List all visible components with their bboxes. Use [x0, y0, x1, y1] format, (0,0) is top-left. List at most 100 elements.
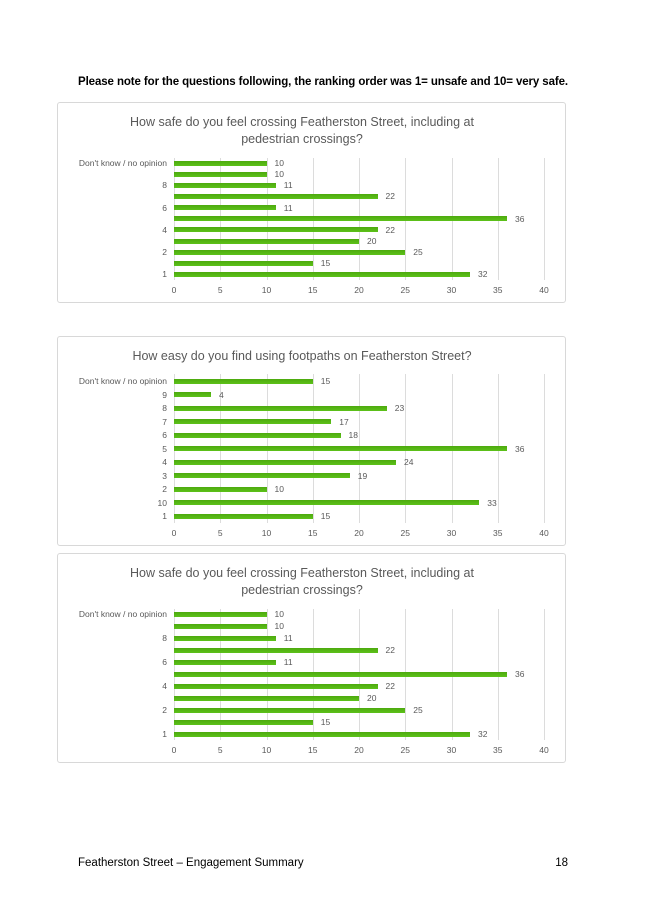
bar-row: 11	[174, 656, 544, 668]
bar	[174, 635, 276, 641]
x-tick-label: 25	[400, 745, 410, 755]
x-tick-label: 35	[493, 528, 503, 538]
bar-rows: 10 10 11 22 11 36 22 20 25 15 32	[174, 609, 544, 741]
x-tick-label: 25	[400, 528, 410, 538]
bar	[174, 473, 350, 479]
bar-rows: 15 4 23 17 18 36 24 19 10 33 15	[174, 374, 544, 523]
gridline	[544, 608, 545, 740]
x-axis: 0 5 10 15 20 25 30 35 40	[172, 740, 549, 758]
category-label	[58, 668, 174, 680]
bar-row: 19	[174, 469, 544, 483]
x-tick-label: 30	[446, 745, 457, 755]
category-axis: Don't know / no opinion 8 6 4 2 1	[58, 609, 174, 741]
bar	[174, 513, 313, 519]
plot-wrap: Don't know / no opinion 8 6 4 2 1 10 10 11 22 11 3…	[58, 157, 546, 281]
data-label: 10	[274, 621, 284, 632]
bar	[174, 378, 313, 384]
bar	[174, 647, 378, 653]
x-tick-label: 40	[539, 528, 549, 538]
plot-area: 10 10 11 22 11 36 22 20 25 15 32	[174, 608, 545, 741]
category-axis: Don't know / no opinion 8 6 4 2 1	[58, 158, 174, 281]
category-label: Don't know / no opinion	[78, 609, 167, 620]
bar-row: 10	[174, 482, 544, 496]
bar	[174, 205, 276, 211]
bar-chart-crossing-safety-2: How safe do you feel crossing Feathersto…	[57, 553, 566, 763]
bar	[174, 171, 267, 177]
category-label	[58, 620, 174, 632]
category-label: 8	[162, 180, 167, 191]
bar-row: 32	[174, 269, 544, 280]
bar-row: 10	[174, 169, 544, 180]
chart-title: How easy do you find using footpaths on …	[132, 349, 472, 363]
category-axis: Don't know / no opinion 9 8 7 6 5 4 3 2 10 1	[58, 374, 174, 523]
bar-row: 18	[174, 428, 544, 442]
data-label: 10	[274, 169, 284, 180]
x-tick-label: 5	[217, 745, 223, 755]
bar	[174, 731, 470, 737]
data-label: 36	[515, 443, 525, 454]
bar	[174, 271, 470, 277]
x-tick-label: 30	[446, 528, 457, 538]
data-label: 20	[367, 236, 377, 247]
bar	[174, 671, 507, 677]
bar	[174, 459, 396, 465]
x-tick-label: 20	[354, 285, 364, 295]
category-label	[58, 716, 174, 728]
category-label: 9	[162, 389, 167, 400]
chart-title: How safe do you feel crossing Feathersto…	[130, 566, 474, 598]
bar-row: 10	[174, 620, 544, 632]
data-label: 20	[367, 693, 377, 704]
bar	[174, 446, 507, 452]
data-label: 18	[348, 430, 358, 441]
bar	[174, 659, 276, 665]
category-label: 2	[162, 247, 167, 258]
bar	[174, 419, 332, 425]
data-label: 19	[357, 470, 368, 481]
bar-row: 22	[174, 680, 544, 692]
plot-area: 10 10 11 22 11 36 22 20 25 15 32	[174, 157, 545, 281]
bar-row: 36	[174, 442, 544, 456]
category-label: 6	[162, 430, 167, 441]
x-tick-label: 5	[217, 285, 223, 295]
bar-row: 20	[174, 235, 544, 246]
x-tick-label: 30	[446, 285, 457, 295]
bar	[174, 707, 406, 713]
data-label: 11	[283, 633, 293, 644]
bar	[174, 500, 480, 506]
bar-row: 11	[174, 632, 544, 644]
chart-title: How safe do you feel crossing Feathersto…	[130, 115, 474, 147]
x-axis: 0 5 10 15 20 25 30 35 40	[171, 523, 549, 541]
data-label: 25	[413, 705, 423, 716]
x-tick-label: 25	[400, 285, 410, 295]
category-label: 5	[162, 443, 167, 454]
bar-rows: 10 10 11 22 11 36 22 20 25 15 32	[174, 158, 544, 281]
category-label: 10	[157, 497, 167, 508]
x-tick-label: 0	[171, 528, 177, 538]
category-label: 4	[162, 224, 167, 235]
x-tick-label: 15	[308, 528, 318, 538]
data-label: 32	[478, 269, 488, 280]
x-tick-label: 20	[354, 745, 364, 755]
bar	[174, 238, 359, 244]
data-label: 10	[274, 609, 284, 620]
x-tick-label: 15	[308, 745, 318, 755]
category-label	[58, 235, 174, 246]
x-tick-label: 35	[493, 745, 503, 755]
data-label: 22	[385, 224, 395, 235]
bar-row: 36	[174, 668, 544, 680]
ranking-note-text: Please note for the questions following,…	[78, 76, 569, 88]
bar-row: 23	[174, 401, 544, 415]
bar-row: 11	[174, 202, 544, 213]
bar-row: 10	[174, 609, 544, 621]
data-label: 15	[320, 717, 331, 728]
bar-row: 25	[174, 247, 544, 258]
plot-wrap: Don't know / no opinion 9 8 7 6 5 4 3 2 10 1 15 4 23…	[58, 374, 546, 523]
x-tick-label: 15	[308, 285, 318, 295]
bar-row: 22	[174, 644, 544, 656]
data-label: 10	[274, 158, 284, 169]
bar-row: 20	[174, 692, 544, 704]
bar	[174, 160, 267, 166]
category-label: 1	[162, 729, 167, 739]
x-tick-label: 10	[261, 528, 272, 538]
bar	[174, 260, 313, 266]
